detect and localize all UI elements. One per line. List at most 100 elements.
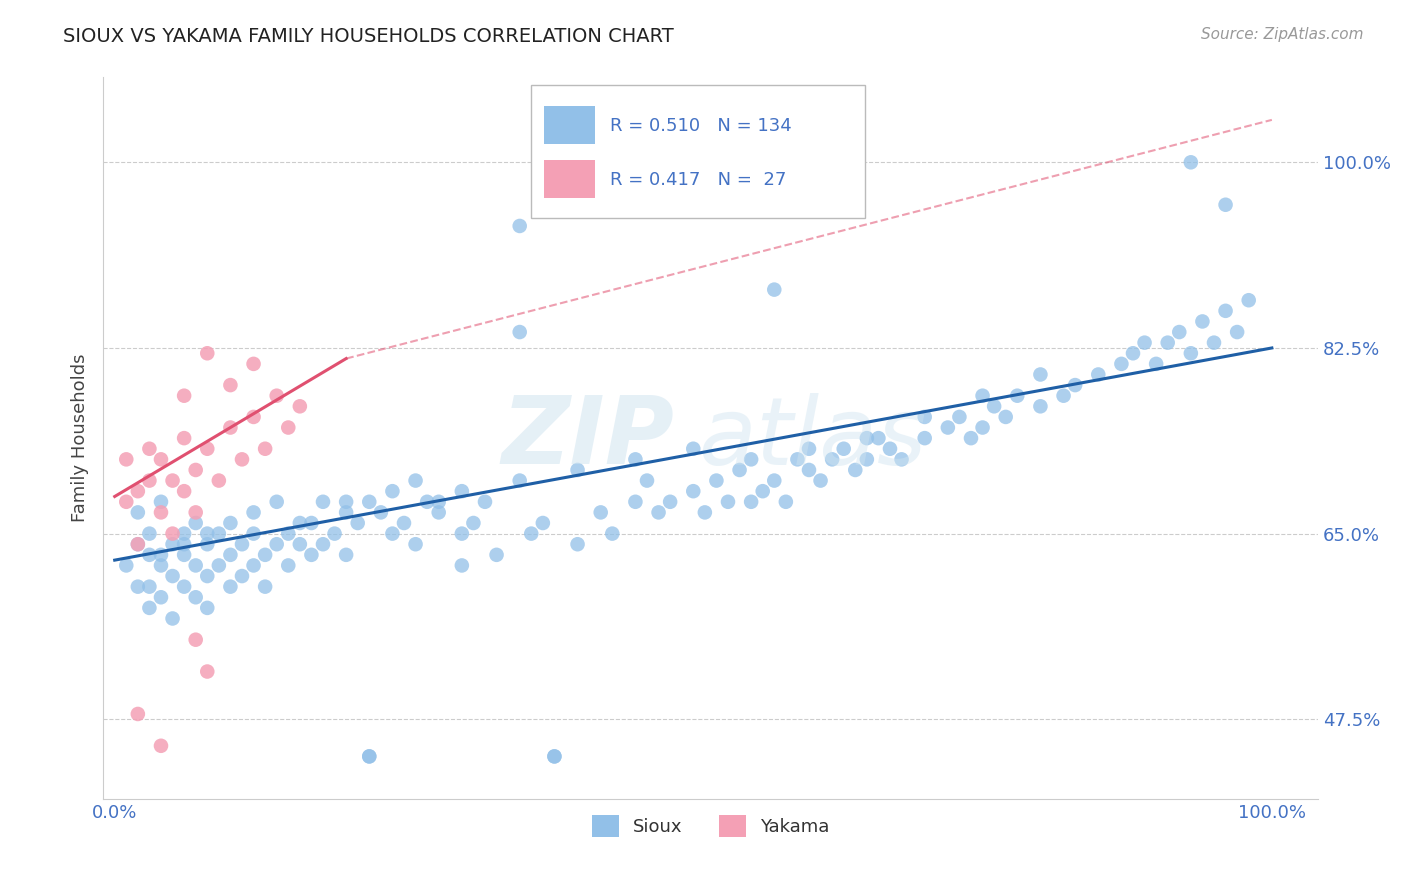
Point xyxy=(751,484,773,499)
Point xyxy=(844,463,866,477)
Point xyxy=(219,580,242,594)
Point xyxy=(1029,400,1052,414)
Point xyxy=(520,526,543,541)
Point xyxy=(370,505,392,519)
Point xyxy=(208,558,231,573)
Point xyxy=(149,505,172,519)
Point xyxy=(162,611,184,625)
Point xyxy=(936,420,959,434)
Point xyxy=(868,431,890,445)
Point xyxy=(1052,389,1074,403)
Point xyxy=(312,537,335,551)
Point xyxy=(335,505,357,519)
FancyBboxPatch shape xyxy=(544,161,595,198)
Point xyxy=(195,600,218,615)
Point xyxy=(277,558,299,573)
Point xyxy=(149,558,172,573)
Point xyxy=(231,452,253,467)
Point xyxy=(983,400,1005,414)
Point xyxy=(509,325,531,339)
Point xyxy=(127,537,149,551)
Point xyxy=(509,474,531,488)
Point xyxy=(543,749,565,764)
Point xyxy=(450,558,472,573)
Point xyxy=(173,431,195,445)
Point xyxy=(323,526,346,541)
Point xyxy=(359,749,381,764)
Point xyxy=(600,526,623,541)
Point xyxy=(763,283,786,297)
Point xyxy=(127,706,149,721)
Point xyxy=(149,495,172,509)
Point xyxy=(184,591,207,605)
Point xyxy=(972,389,994,403)
Point xyxy=(543,749,565,764)
Point xyxy=(624,452,647,467)
Point xyxy=(1064,378,1087,392)
Point xyxy=(242,357,264,371)
Point xyxy=(624,495,647,509)
Point xyxy=(1180,155,1202,169)
Point xyxy=(797,442,820,456)
Point xyxy=(184,463,207,477)
FancyBboxPatch shape xyxy=(544,106,595,144)
Point xyxy=(219,548,242,562)
Point xyxy=(890,452,912,467)
Point xyxy=(115,558,138,573)
Text: ZIP: ZIP xyxy=(502,392,675,484)
Point xyxy=(948,409,970,424)
Point xyxy=(1168,325,1191,339)
FancyBboxPatch shape xyxy=(531,85,865,219)
Point xyxy=(1122,346,1144,360)
Point xyxy=(359,749,381,764)
Point xyxy=(288,516,311,530)
Point xyxy=(277,420,299,434)
Point xyxy=(775,495,797,509)
Point xyxy=(195,665,218,679)
Point xyxy=(1180,346,1202,360)
Point xyxy=(138,600,160,615)
Point xyxy=(162,569,184,583)
Point xyxy=(405,537,427,551)
Point xyxy=(1237,293,1260,308)
Point xyxy=(288,400,311,414)
Point xyxy=(381,484,404,499)
Point xyxy=(335,548,357,562)
Legend: Sioux, Yakama: Sioux, Yakama xyxy=(585,807,837,844)
Point xyxy=(1111,357,1133,371)
Point xyxy=(184,516,207,530)
Point xyxy=(173,484,195,499)
Point xyxy=(1029,368,1052,382)
Point xyxy=(277,526,299,541)
Point xyxy=(531,516,554,530)
Point xyxy=(636,474,658,488)
Point xyxy=(1215,303,1237,318)
Point xyxy=(184,632,207,647)
Point xyxy=(242,558,264,573)
Point xyxy=(1202,335,1225,350)
Point xyxy=(138,526,160,541)
Point xyxy=(173,389,195,403)
Point xyxy=(195,442,218,456)
Point xyxy=(195,569,218,583)
Point xyxy=(335,495,357,509)
Text: SIOUX VS YAKAMA FAMILY HOUSEHOLDS CORRELATION CHART: SIOUX VS YAKAMA FAMILY HOUSEHOLDS CORREL… xyxy=(63,27,673,45)
Point xyxy=(219,420,242,434)
Point xyxy=(682,484,704,499)
Point xyxy=(1157,335,1180,350)
Point xyxy=(173,548,195,562)
Text: R = 0.417   N =  27: R = 0.417 N = 27 xyxy=(610,171,786,189)
Point xyxy=(162,537,184,551)
Text: atlas: atlas xyxy=(699,392,927,483)
Point xyxy=(567,463,589,477)
Point xyxy=(485,548,508,562)
Text: R = 0.510   N = 134: R = 0.510 N = 134 xyxy=(610,117,792,135)
Point xyxy=(797,463,820,477)
Point xyxy=(231,537,253,551)
Point xyxy=(450,526,472,541)
Point xyxy=(450,484,472,499)
Point xyxy=(589,505,612,519)
Point xyxy=(242,409,264,424)
Point xyxy=(1007,389,1029,403)
Point xyxy=(138,474,160,488)
